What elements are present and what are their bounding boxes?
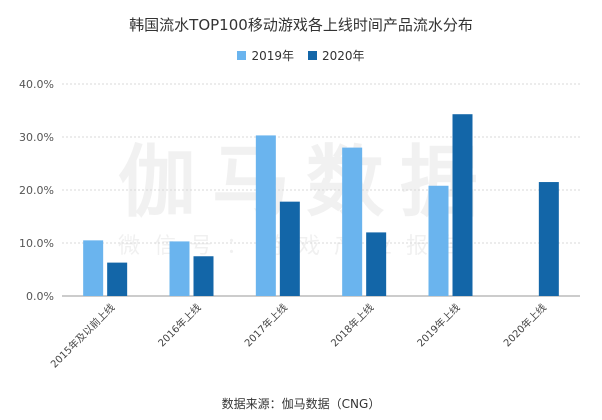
- y-tick-label: 0.0%: [26, 290, 54, 303]
- legend-swatch-2019: [237, 51, 247, 60]
- bar-2019年: [169, 241, 190, 296]
- bar-2020年: [279, 201, 300, 296]
- chart-title: 韩国流水TOP100移动游戏各上线时间产品流水分布: [129, 16, 473, 34]
- legend-item-2020: 2020年: [308, 47, 365, 64]
- legend-label-2020: 2020年: [322, 49, 365, 63]
- legend: 2019年 2020年: [0, 47, 602, 64]
- x-category-label: 2016年上线: [155, 301, 203, 349]
- x-category-label: 2018年上线: [328, 301, 376, 349]
- legend-label-2019: 2019年: [251, 49, 294, 63]
- bar-2019年: [255, 135, 276, 296]
- y-tick-label: 40.0%: [19, 78, 54, 91]
- bar-2019年: [428, 185, 449, 296]
- bar-2020年: [452, 114, 473, 297]
- bar-2019年: [342, 147, 363, 296]
- y-tick-label: 10.0%: [19, 237, 54, 250]
- legend-swatch-2020: [308, 51, 317, 60]
- x-category-label: 2015年及以前上线: [48, 301, 118, 371]
- bar-2020年: [193, 256, 214, 296]
- y-tick-label: 20.0%: [19, 184, 54, 197]
- bar-2020年: [538, 182, 559, 296]
- bar-2020年: [366, 232, 387, 296]
- bar-2020年: [107, 262, 128, 296]
- legend-item-2019: 2019年: [237, 47, 294, 64]
- x-category-label: 2020年上线: [501, 301, 549, 349]
- x-category-label: 2019年上线: [414, 301, 462, 349]
- bar-2019年: [83, 240, 104, 296]
- x-category-label: 2017年上线: [242, 301, 290, 349]
- y-tick-label: 30.0%: [19, 131, 54, 144]
- source-note: 数据来源：伽马数据（CNG）: [221, 397, 381, 411]
